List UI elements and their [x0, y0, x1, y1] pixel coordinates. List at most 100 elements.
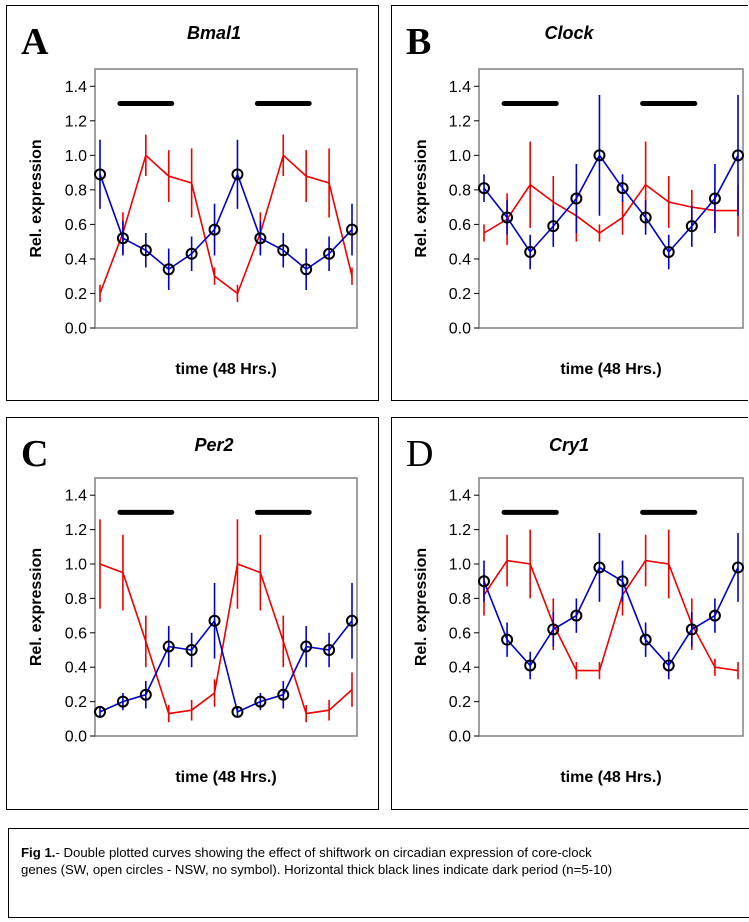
panel-d: 0.0 0.2 0.4 0.6 0.8 1.0 1.2 1.4 D Cry1 time (48 Hr… — [391, 417, 748, 810]
data-point-marker — [208, 614, 221, 627]
data-point-marker — [116, 232, 129, 245]
data-point-marker — [277, 688, 290, 701]
data-point-marker — [116, 695, 129, 708]
y-tick-label: 1.4 — [449, 488, 471, 505]
y-tick-label: 1.4 — [449, 79, 471, 96]
y-tick-label: 1.2 — [449, 113, 471, 130]
series-line — [99, 153, 353, 295]
data-point-marker — [478, 575, 490, 588]
series-line — [483, 559, 739, 672]
data-point-marker — [94, 705, 106, 718]
chart-bmal1: 0.0 0.2 0.4 0.6 0.8 1.0 1.2 1.4 A Bmal1 time (48 H… — [21, 21, 358, 378]
x-axis-label: time (48 Hrs.) — [175, 769, 276, 786]
y-tick-label: 0.4 — [449, 251, 471, 268]
data-point-marker — [300, 263, 313, 276]
data-point-marker — [501, 211, 514, 224]
series-line — [483, 153, 739, 254]
data-point-marker — [300, 640, 313, 653]
chart-per2: 0.0 0.2 0.4 0.6 0.8 1.0 1.2 1.4 C Per2 time (48 Hr… — [21, 433, 358, 786]
data-point-marker — [662, 659, 675, 672]
y-axis-label: Rel. expression — [28, 548, 45, 666]
y-tick-label: 0.2 — [65, 694, 87, 711]
data-point-marker — [570, 609, 583, 622]
x-axis-label: time (48 Hrs.) — [175, 361, 276, 378]
y-tick-label: 0.8 — [449, 591, 471, 608]
series-line — [483, 566, 739, 667]
panel-letter: B — [406, 21, 431, 63]
y-tick-label: 0.6 — [65, 217, 87, 234]
y-tick-label: 0.6 — [65, 625, 87, 642]
y-tick-label: 0.8 — [65, 591, 87, 608]
data-point-marker — [231, 168, 244, 181]
x-axis-label: time (48 Hrs.) — [560, 361, 661, 378]
data-point-marker — [162, 263, 175, 276]
data-point-marker — [685, 623, 698, 636]
data-point-marker — [139, 688, 152, 701]
data-point-marker — [346, 614, 358, 627]
data-point-marker — [708, 609, 721, 622]
panel-letter: A — [21, 21, 49, 63]
y-tick-label: 0.4 — [449, 660, 471, 677]
y-tick-label: 0.0 — [449, 321, 471, 338]
y-tick-label: 1.2 — [65, 522, 87, 539]
data-point-marker — [478, 182, 490, 195]
y-axis-label: Rel. expression — [28, 139, 45, 257]
caption-text: - Double plotted curves showing the effe… — [21, 845, 613, 877]
y-tick-label: 0.6 — [449, 217, 471, 234]
data-point-marker — [323, 644, 336, 656]
y-tick-label: 1.4 — [65, 488, 87, 505]
y-tick-label: 1.0 — [449, 148, 471, 165]
data-point-marker — [685, 220, 698, 233]
chart-title: Per2 — [194, 435, 233, 455]
y-tick-label: 0.6 — [449, 625, 471, 642]
y-tick-label: 0.0 — [65, 321, 87, 338]
series-line — [483, 183, 738, 234]
y-tick-label: 0.0 — [65, 729, 87, 746]
y-tick-label: 1.2 — [65, 113, 87, 130]
y-tick-label: 1.2 — [449, 522, 471, 539]
panel-letter: C — [21, 433, 48, 475]
data-point-marker — [524, 659, 537, 672]
data-point-marker — [94, 168, 106, 181]
data-point-marker — [185, 644, 198, 656]
data-point-marker — [570, 192, 583, 205]
data-point-marker — [708, 192, 721, 205]
data-point-marker — [501, 633, 514, 646]
data-point-marker — [662, 246, 675, 259]
data-point-marker — [639, 633, 652, 646]
y-tick-label: 0.4 — [65, 660, 87, 677]
data-point-marker — [732, 149, 744, 162]
data-point-marker — [547, 220, 560, 233]
y-tick-label: 0.2 — [449, 286, 471, 303]
plot-area — [94, 68, 358, 329]
data-point-marker — [139, 244, 152, 257]
data-point-marker — [732, 561, 744, 574]
data-point-marker — [208, 223, 221, 236]
data-point-marker — [593, 149, 606, 162]
y-tick-label: 0.4 — [65, 251, 87, 268]
y-axis-label: Rel. expression — [413, 139, 430, 257]
series-line — [99, 619, 353, 714]
y-tick-label: 1.0 — [449, 557, 471, 574]
chart-title: Cry1 — [549, 435, 589, 455]
plot-area — [478, 68, 744, 329]
data-point-marker — [254, 695, 267, 708]
figure-caption: Fig 1.- Double plotted curves showing th… — [8, 828, 749, 918]
panel-a: 0.0 0.2 0.4 0.6 0.8 1.0 1.2 1.4 A Bmal1 time (48 H… — [6, 5, 379, 401]
y-axis-label: Rel. expression — [413, 548, 430, 666]
data-point-marker — [346, 223, 358, 236]
data-point-marker — [254, 232, 267, 245]
data-point-marker — [231, 705, 244, 718]
y-tick-label: 0.2 — [65, 286, 87, 303]
chart-cry1: 0.0 0.2 0.4 0.6 0.8 1.0 1.2 1.4 D Cry1 time (48 Hr… — [406, 433, 744, 786]
data-point-marker — [616, 182, 629, 195]
caption-label: Fig 1. — [21, 845, 56, 860]
data-point-marker — [323, 247, 336, 260]
plot-area — [478, 477, 744, 737]
data-point-marker — [524, 246, 537, 259]
y-tick-label: 0.0 — [449, 729, 471, 746]
chart-title: Bmal1 — [187, 23, 241, 43]
data-point-marker — [547, 623, 560, 636]
chart-clock: 0.0 0.2 0.4 0.6 0.8 1.0 1.2 1.4 B Clock time (48 H… — [406, 21, 744, 378]
data-point-marker — [593, 561, 606, 574]
